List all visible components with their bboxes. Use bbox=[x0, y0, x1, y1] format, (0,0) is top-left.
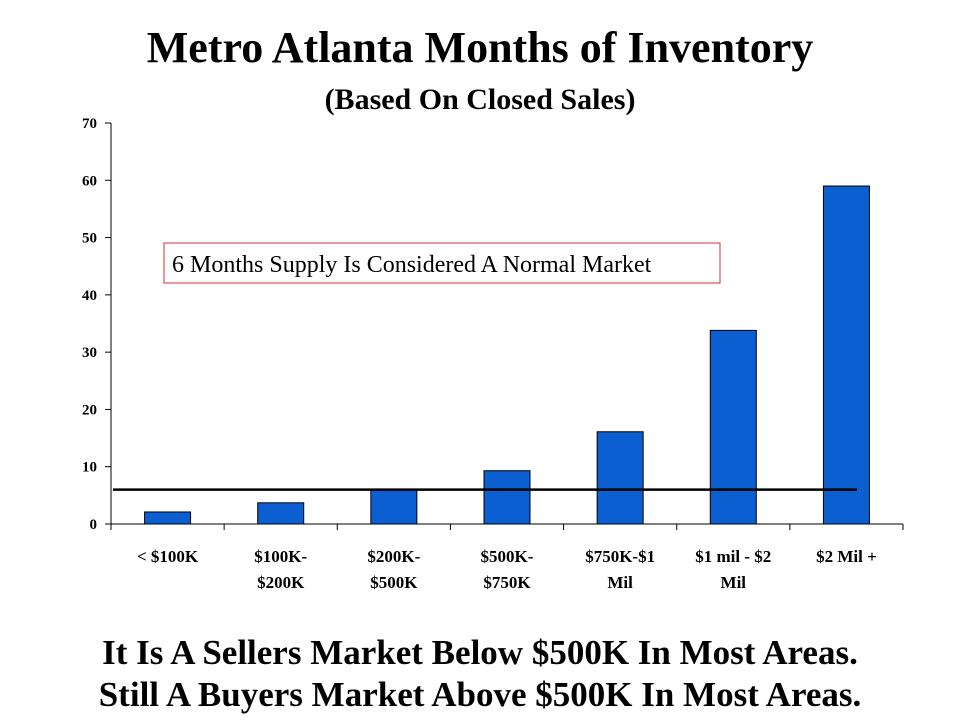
x-category-label: $2 Mil + bbox=[816, 547, 877, 566]
bar bbox=[709, 329, 757, 525]
x-category-label: $500K- bbox=[481, 547, 534, 566]
bar bbox=[144, 511, 192, 525]
x-axis-ticks: < $100K $100K- $200K $200K- $500K $500K- $750K… bbox=[110, 524, 904, 592]
bar bbox=[483, 470, 531, 525]
y-tick-label: 20 bbox=[82, 402, 97, 418]
y-tick-label: 60 bbox=[82, 173, 97, 189]
x-category-label: $750K-$1 bbox=[585, 547, 655, 566]
y-tick-label: 50 bbox=[82, 231, 97, 247]
bar bbox=[370, 488, 418, 525]
bar bbox=[822, 185, 870, 525]
annotation-border bbox=[163, 242, 721, 284]
x-category-label: $200K- bbox=[367, 547, 420, 566]
x-category-label: < $100K bbox=[137, 547, 199, 566]
y-axis-ticks: 0 10 20 30 40 50 60 70 bbox=[82, 116, 111, 533]
y-tick-label: 40 bbox=[82, 288, 97, 304]
bar bbox=[257, 502, 305, 525]
x-category-label: $100K- bbox=[254, 547, 307, 566]
bars-group bbox=[144, 185, 870, 525]
chart-subtitle: (Based On Closed Sales) bbox=[324, 83, 636, 116]
x-category-label: Mil bbox=[721, 573, 747, 592]
x-category-label: $500K bbox=[370, 573, 418, 592]
x-category-label: $200K bbox=[257, 573, 305, 592]
y-tick-label: 0 bbox=[90, 517, 98, 533]
y-tick-label: 10 bbox=[82, 460, 97, 476]
annotation-box: 6 Months Supply Is Considered A Normal M… bbox=[163, 242, 721, 284]
footer-line-2: Still A Buyers Market Above $500K In Mos… bbox=[98, 675, 862, 714]
x-category-label: Mil bbox=[607, 573, 633, 592]
annotation-text: 6 Months Supply Is Considered A Normal M… bbox=[172, 252, 652, 278]
bar bbox=[596, 431, 644, 525]
y-tick-label: 30 bbox=[82, 345, 97, 361]
x-category-label: $750K bbox=[483, 573, 531, 592]
footer-line-1: It Is A Sellers Market Below $500K In Mo… bbox=[102, 633, 858, 672]
y-tick-label: 70 bbox=[82, 116, 97, 132]
chart-title: Metro Atlanta Months of Inventory bbox=[146, 23, 814, 72]
x-category-label: $1 mil - $2 bbox=[695, 547, 771, 566]
